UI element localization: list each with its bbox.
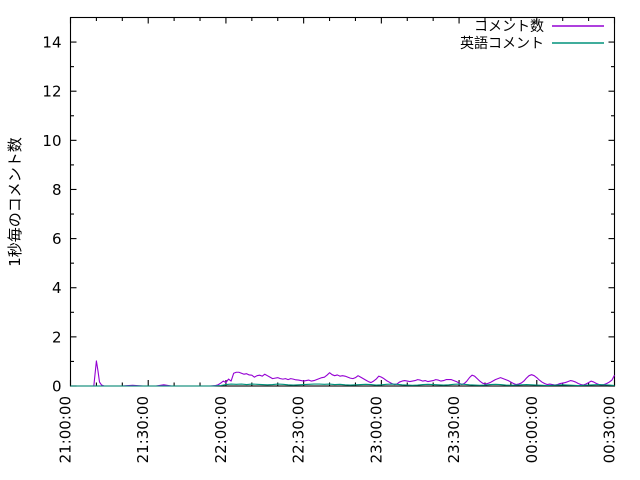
x-tick-label: 22:00:00	[212, 396, 230, 463]
series-line-comment-count	[70, 360, 615, 387]
plot-frame	[69, 16, 616, 387]
series-line-english-comment	[70, 383, 615, 387]
legend-label: コメント数	[474, 19, 544, 35]
y-tick-label: 0	[52, 378, 62, 396]
y-tick-label: 14	[42, 34, 61, 52]
x-tick-label: 23:00:00	[367, 396, 385, 463]
legend-label: 英語コメント	[460, 35, 544, 52]
data-series-group	[70, 360, 615, 387]
y-axis-title: 1秒毎のコメント数	[6, 137, 24, 267]
x-tick-label: 21:00:00	[57, 396, 75, 463]
x-tick-label: 00:00:00	[523, 396, 541, 463]
y-axis-ticks: 0 2 4 6 8 10 12 14	[42, 34, 615, 396]
x-axis-ticks: 21:00:00 21:30:00 22:00:00 22:30:00 23:00:00…	[57, 17, 619, 463]
x-tick-label: 21:30:00	[134, 396, 152, 463]
x-tick-label: 00:30:00	[601, 396, 619, 463]
y-tick-label: 8	[52, 181, 62, 199]
y-tick-label: 10	[42, 132, 61, 150]
x-tick-label: 22:30:00	[290, 396, 308, 463]
x-tick-label: 23:30:00	[445, 396, 463, 463]
y-tick-label: 12	[42, 83, 61, 101]
y-tick-label: 6	[52, 230, 62, 248]
y-tick-label: 2	[52, 328, 62, 346]
y-tick-label: 4	[52, 279, 62, 297]
